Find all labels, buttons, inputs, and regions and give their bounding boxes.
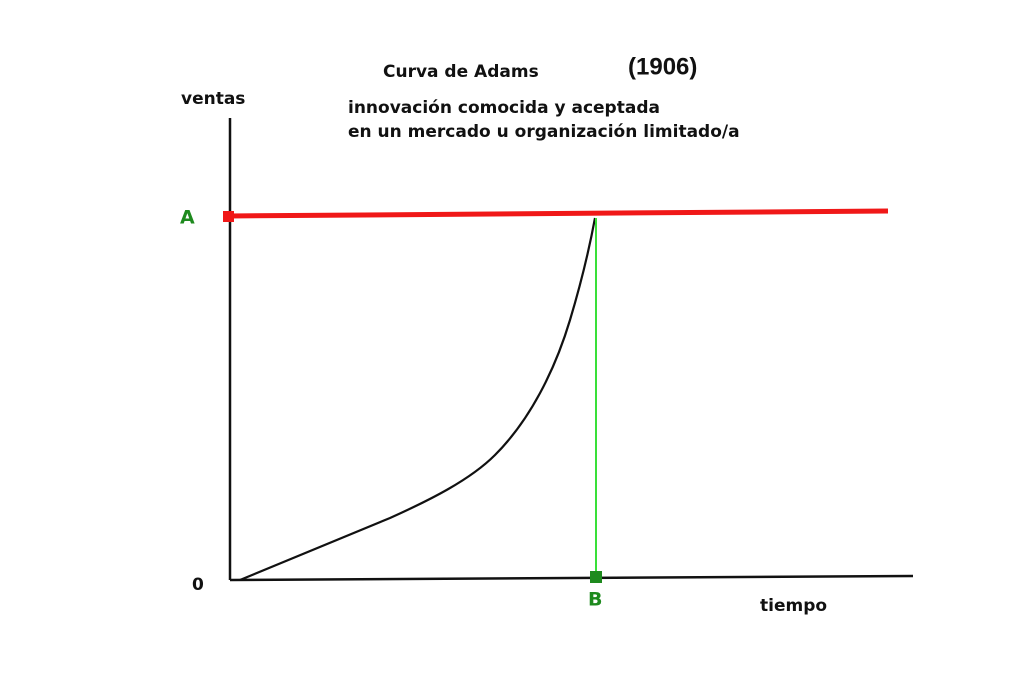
time-marker (590, 571, 602, 583)
description-line: en un mercado u organización limitado/a (348, 122, 740, 142)
saturation-label: A (180, 207, 195, 229)
saturation-line (227, 208, 889, 219)
title: Curva de Adams (383, 62, 539, 82)
description-line: innovación comocida y aceptada (348, 98, 660, 118)
origin-label: 0 (192, 575, 204, 595)
x-axis (229, 574, 914, 582)
y-axis-label: ventas (181, 89, 245, 109)
saturation-marker (223, 211, 234, 222)
x-axis-label: tiempo (760, 596, 827, 616)
time-label: B (588, 589, 602, 611)
year: (1906) (628, 53, 697, 80)
adoption-curve (239, 217, 597, 582)
